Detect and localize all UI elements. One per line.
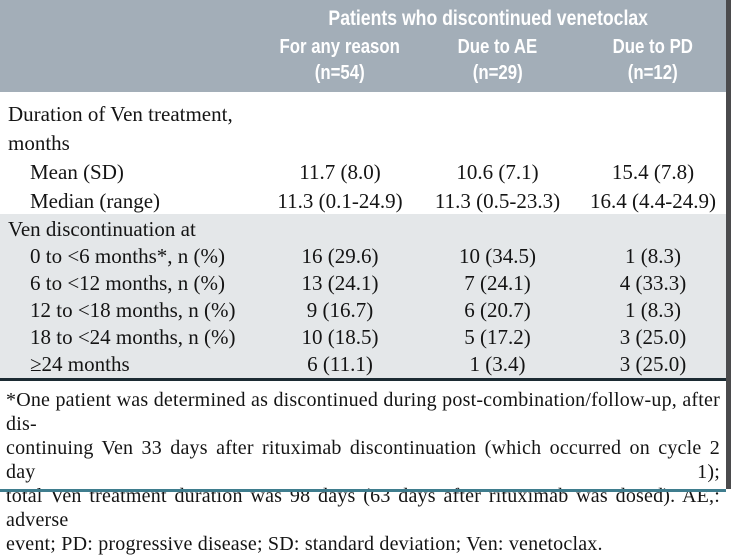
cell-value: 1 (8.3)	[625, 244, 681, 268]
cell-value: 6 (11.1)	[307, 352, 373, 376]
section-duration: Duration of Ven treatment, months Mean (…	[0, 92, 726, 214]
cell-value: 7 (24.1)	[464, 271, 531, 295]
cell-value: 3 (25.0)	[619, 325, 687, 349]
table-row: Mean (SD) 11.7 (8.0) 10.6 (7.1) 15.4 (7.…	[0, 158, 726, 187]
section-discontinuation: Ven discontinuation at 0 to <6 months*, …	[0, 214, 726, 378]
table-footer-rule	[0, 378, 726, 381]
table-row: Median (range) 11.3 (0.1-24.9) 11.3 (0.5…	[0, 187, 726, 216]
cell-value: 15.4 (7.8)	[611, 160, 695, 184]
cell-value: 5 (17.2)	[464, 325, 531, 349]
table-header: Patients who discontinued venetoclax For…	[0, 0, 726, 92]
column-header-n: (n=12)	[628, 62, 678, 84]
header-spacer	[0, 34, 265, 86]
row-label: ≥24 months	[30, 352, 130, 376]
cell-value: 11.3 (0.5-23.3)	[434, 189, 561, 213]
table-row: 18 to <24 months, n (%) 10 (18.5) 5 (17.…	[0, 324, 726, 351]
column-header-due-to-pd: Due to PD (n=12)	[580, 34, 726, 86]
cell-value: 1 (8.3)	[625, 298, 681, 322]
column-header-due-to-ae: Due to AE (n=29)	[415, 34, 580, 86]
column-header-any-reason: For any reason (n=54)	[265, 34, 415, 86]
table-row: 12 to <18 months, n (%) 9 (16.7) 6 (20.7…	[0, 297, 726, 324]
header-spacer	[0, 6, 250, 32]
table-row: 0 to <6 months*, n (%) 16 (29.6) 10 (34.…	[0, 243, 726, 270]
cell-value: 6 (20.7)	[464, 298, 531, 322]
column-header-label: Due to PD	[612, 36, 694, 58]
row-label: 18 to <24 months, n (%)	[30, 325, 236, 349]
right-edge-bar	[726, 0, 731, 489]
table-row: ≥24 months 6 (11.1) 1 (3.4) 3 (25.0)	[0, 351, 726, 378]
row-label: Median (range)	[30, 189, 161, 213]
cell-value: 1 (3.4)	[469, 352, 526, 376]
cell-value: 13 (24.1)	[301, 271, 379, 295]
cell-value: 10 (34.5)	[459, 244, 536, 268]
cell-value: 10 (18.5)	[301, 325, 379, 349]
footnote-line: event; PD: progressive disease; SD: stan…	[6, 533, 603, 555]
cell-value: 16.4 (4.4-24.9)	[590, 189, 716, 213]
column-header-n: (n=29)	[472, 62, 523, 84]
section-heading: Duration of Ven treatment, months	[8, 102, 233, 155]
section-heading: Ven discontinuation at	[8, 217, 196, 241]
table-footnote: *One patient was determined as discontin…	[0, 381, 728, 556]
footnote-line: continuing Ven 33 days after rituximab d…	[6, 437, 720, 483]
cell-value: 16 (29.6)	[301, 244, 379, 268]
column-header-label: For any reason	[279, 36, 401, 58]
table-row: 6 to <12 months, n (%) 13 (24.1) 7 (24.1…	[0, 270, 726, 297]
footnote-line: *One patient was determined as discontin…	[6, 389, 720, 435]
row-label: 12 to <18 months, n (%)	[30, 298, 236, 322]
table-header-title-row: Patients who discontinued venetoclax	[0, 6, 726, 32]
cell-value: 3 (25.0)	[619, 352, 687, 376]
cell-value: 11.3 (0.1-24.9)	[277, 189, 403, 213]
bottom-teal-rule	[0, 489, 726, 492]
cell-value: 4 (33.3)	[619, 271, 687, 295]
row-label: Mean (SD)	[30, 160, 124, 184]
table-title-text: Patients who discontinued venetoclax	[328, 7, 648, 30]
table-column-headers: For any reason (n=54) Due to AE (n=29) D…	[0, 34, 726, 86]
row-label: 0 to <6 months*, n (%)	[30, 244, 225, 268]
cell-value: 9 (16.7)	[306, 298, 374, 322]
row-label: 6 to <12 months, n (%)	[30, 271, 225, 295]
column-header-n: (n=54)	[315, 62, 365, 84]
table-title: Patients who discontinued venetoclax	[250, 6, 726, 32]
cell-value: 10.6 (7.1)	[456, 160, 539, 184]
cell-value: 11.7 (8.0)	[299, 160, 381, 184]
column-header-label: Due to AE	[457, 36, 538, 58]
